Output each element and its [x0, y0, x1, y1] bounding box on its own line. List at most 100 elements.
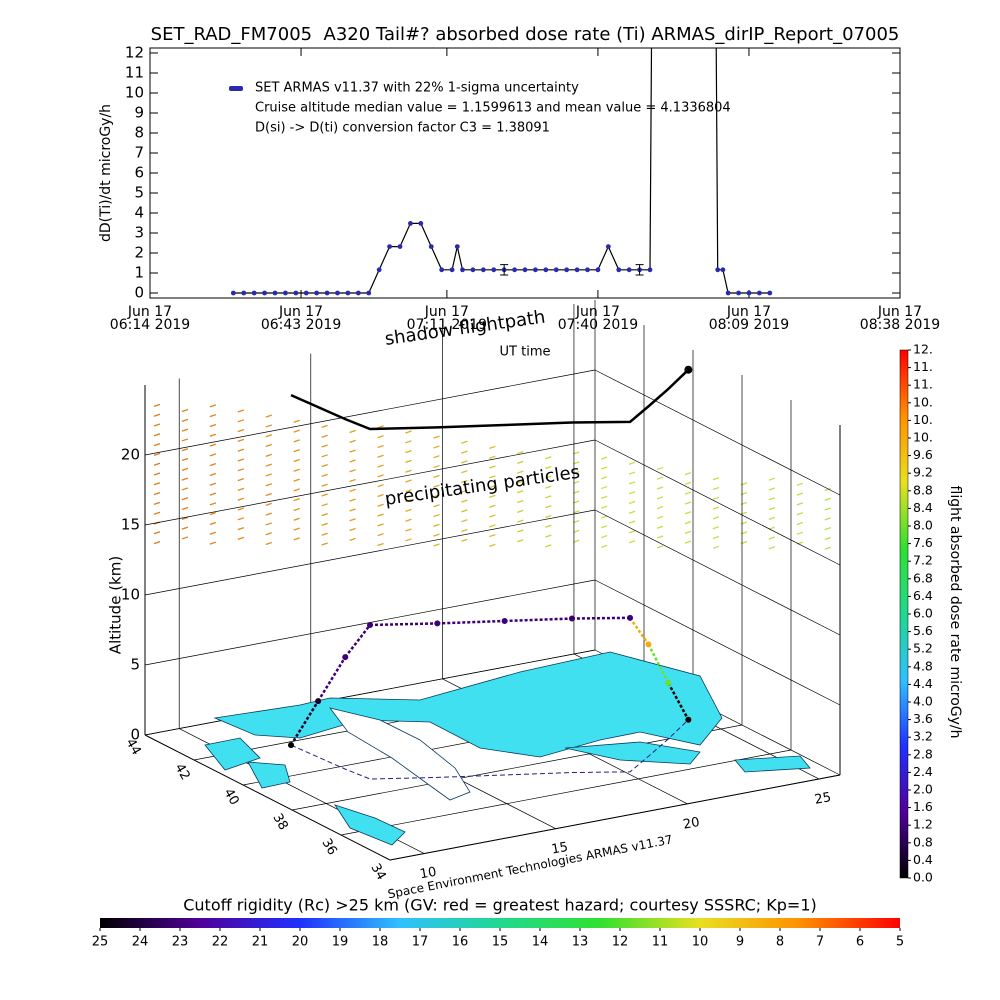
particle-dash	[712, 477, 720, 481]
particle-dash	[349, 449, 356, 453]
particle-dash	[628, 491, 636, 495]
particle-dash	[293, 498, 300, 502]
map	[204, 651, 811, 846]
particle-dash	[628, 530, 636, 534]
x-tick-label: Jun 17 06:14 2019	[109, 304, 191, 333]
particle-dash	[545, 534, 552, 538]
particle-dash	[405, 528, 412, 532]
particle-dash	[796, 482, 804, 486]
z-tick-label: 5	[130, 656, 140, 674]
colorbar-tick-label: 8.4	[913, 500, 933, 515]
particle-dash	[405, 440, 412, 444]
colorbar-tick-label: 8.8	[913, 482, 933, 497]
particle-dash	[489, 445, 496, 450]
colorbar-title: Cutoff rigidity (Rc) >25 km (GV: red = g…	[183, 896, 817, 915]
colorbar-tick-label: 25	[92, 935, 109, 950]
particle-dash	[293, 468, 300, 472]
flight-point	[434, 620, 441, 627]
x-tick-label: 20	[682, 815, 701, 833]
particle-dash	[265, 473, 272, 477]
land	[204, 737, 261, 771]
grid-line	[594, 579, 841, 706]
data-point	[355, 290, 361, 296]
colorbar-tick-label: 7	[816, 935, 824, 950]
annotation: D(si) -> D(ti) conversion factor C3 = 1.…	[255, 121, 550, 136]
x-tick-label: Jun 17 08:38 2019	[859, 304, 941, 333]
x-tick-label: 15	[550, 840, 569, 858]
y-tick-label: 4	[134, 204, 144, 222]
colorbar-tick-label: 7.6	[913, 535, 933, 550]
colorbar-tick-label: 10.	[913, 412, 933, 427]
particle-dash	[153, 531, 161, 535]
particle-dash	[796, 502, 804, 506]
colorbar-tick-label: 3.6	[913, 711, 933, 726]
y-tick-label: 2	[134, 244, 144, 262]
error-bar	[635, 264, 644, 276]
grid-line	[340, 749, 792, 836]
particle-dash	[517, 490, 524, 494]
data-point	[314, 290, 320, 296]
particle-dash	[209, 423, 217, 428]
z-tick-label: 0	[130, 726, 140, 744]
particle-dash	[656, 535, 664, 539]
particle-dash	[265, 522, 272, 526]
particle-dash	[237, 419, 245, 423]
colorbar-tick-label: 0.8	[913, 834, 933, 849]
particle-dash	[349, 469, 356, 473]
particle-dash	[824, 487, 831, 492]
data-point	[533, 267, 538, 273]
data-point	[460, 267, 465, 273]
data-point	[720, 267, 726, 273]
particle-dash	[600, 466, 608, 470]
colorbar-tick-label: 15	[492, 935, 509, 950]
data-point	[480, 267, 486, 273]
particle-dash	[517, 499, 524, 504]
flight-segment	[647, 643, 670, 684]
particle-dash	[405, 508, 412, 513]
particle-dash	[824, 527, 831, 531]
particle-dash	[293, 478, 300, 482]
colorbar-tick-label: 2.4	[913, 764, 933, 779]
particle-dash	[461, 499, 468, 503]
particle-dash	[265, 424, 272, 428]
colorbar-tick-label: 12.	[913, 342, 933, 357]
data-point	[725, 290, 731, 296]
flight-segment	[667, 682, 690, 721]
particle-dash	[209, 414, 217, 418]
annotation: Cruise altitude median value = 1.1599613…	[255, 101, 731, 116]
flight-segment	[289, 700, 320, 746]
particle-dash	[293, 517, 300, 521]
flight-segment	[437, 619, 505, 625]
particle-dash	[489, 504, 496, 508]
particle-dash	[209, 492, 217, 496]
particle-dash	[489, 534, 496, 538]
particle-dash	[517, 519, 524, 523]
particle-dash	[628, 510, 636, 514]
particle-dash	[684, 530, 692, 534]
y-tick-label: 34	[367, 861, 388, 883]
particle-dash	[433, 445, 440, 449]
colorbar-tick-label: 8.0	[913, 518, 933, 533]
particle-dash	[377, 454, 384, 458]
particle-dash	[712, 545, 720, 549]
colorbar-tick-label: 4.0	[913, 694, 933, 709]
colorbar-tick-label: 4.4	[913, 676, 933, 691]
flight-point	[367, 621, 374, 628]
colorbar-tick-label: 2.8	[913, 746, 933, 761]
colorbar-tick-label: 9.2	[913, 465, 933, 480]
particle-dash	[293, 419, 300, 423]
particle-dash	[377, 484, 384, 488]
particle-dash	[656, 506, 664, 510]
particle-dash	[600, 515, 608, 519]
particle-dash	[712, 496, 720, 500]
particle-dash	[321, 512, 328, 517]
particle-dash	[433, 455, 440, 459]
particle-dash	[349, 488, 356, 492]
chart-title: SET_RAD_FM7005 A320 Tail#? absorbed dose…	[151, 24, 900, 45]
particle-dash	[153, 472, 161, 476]
particle-dash	[684, 520, 692, 525]
particle-dash	[796, 531, 804, 535]
flight-point	[665, 679, 672, 686]
z-tick-label: 10	[121, 586, 140, 604]
colorbar-tick-label: 20	[292, 935, 309, 950]
